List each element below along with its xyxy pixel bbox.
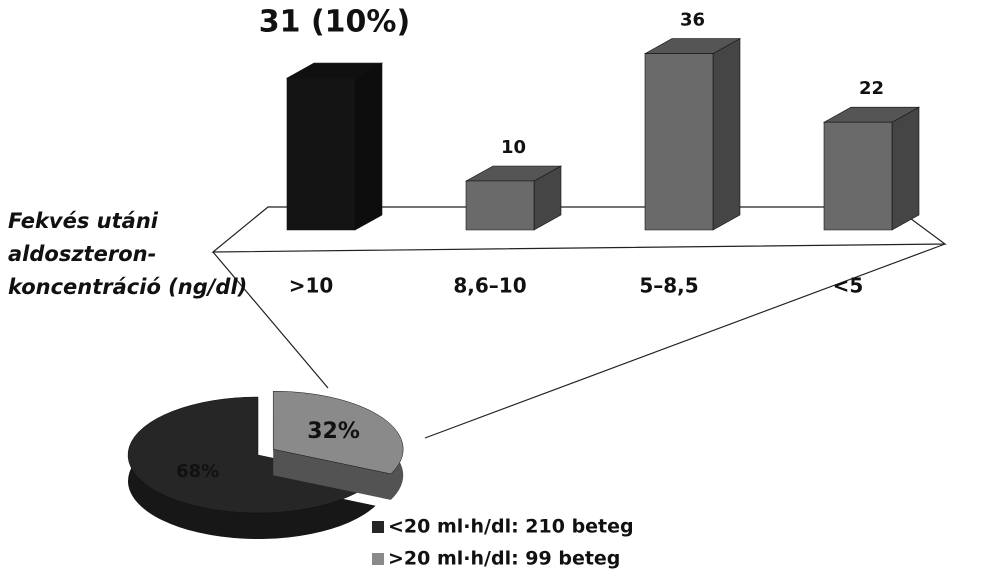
axis-label: aldoszteron-	[8, 242, 156, 266]
connector	[212, 251, 329, 389]
bar-face	[465, 180, 535, 231]
value-label: 31 (10%)	[259, 5, 410, 40]
bar-face	[354, 62, 383, 231]
value-label: 10	[501, 137, 526, 158]
bar	[285, 62, 384, 231]
axis-label: Fekvés utáni	[8, 209, 159, 233]
value-label: 22	[859, 78, 884, 99]
legend-label: <20 ml·h/dl: 210 beteg	[388, 516, 634, 538]
bar-face	[286, 77, 356, 231]
slice-top	[127, 396, 377, 514]
connector	[424, 243, 946, 439]
pie-slice	[127, 396, 377, 539]
value-label: 36	[680, 10, 705, 31]
x-tick-label: <5	[833, 274, 864, 298]
legend-label: >20 ml·h/dl: 99 beteg	[388, 548, 620, 570]
bar-face	[823, 121, 893, 231]
x-tick-label: 8,6–10	[453, 274, 526, 298]
bar-face	[712, 38, 741, 231]
bar	[643, 38, 742, 231]
axis-label: koncentráció (ng/dl)	[8, 275, 247, 299]
value-label: 32%	[307, 419, 360, 444]
pie-slice	[272, 390, 404, 500]
bar-face	[644, 53, 714, 231]
bar-face	[891, 106, 920, 231]
value-label: 68%	[176, 461, 219, 482]
legend-swatch	[372, 521, 384, 533]
slice-top	[272, 390, 404, 475]
bar	[464, 165, 563, 231]
x-tick-label: >10	[289, 274, 334, 298]
x-tick-label: 5–8,5	[639, 274, 698, 298]
legend-swatch	[372, 553, 384, 565]
bar	[822, 106, 921, 231]
